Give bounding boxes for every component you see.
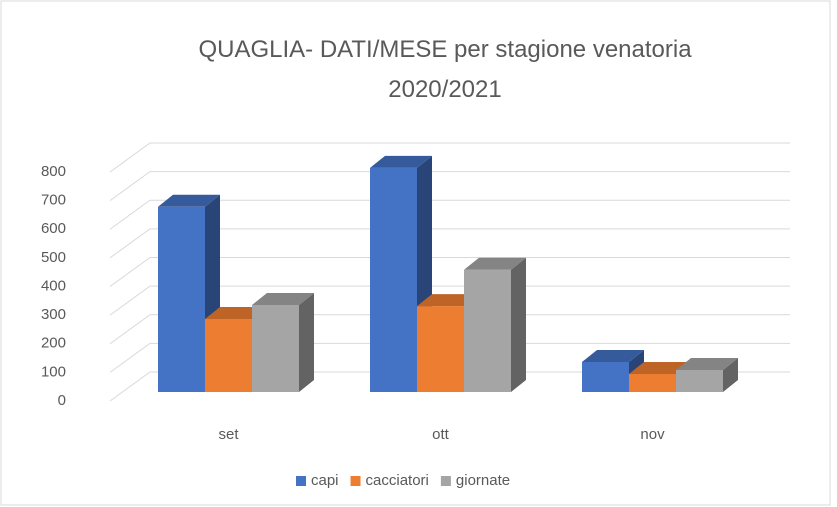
bar-top bbox=[464, 257, 526, 270]
chart-title: QUAGLIA- DATI/MESE per stagione venatori… bbox=[198, 36, 692, 103]
bar-top bbox=[370, 155, 432, 168]
grid-line bbox=[109, 142, 790, 173]
x-tick-label: nov bbox=[640, 426, 665, 443]
bar bbox=[158, 206, 205, 392]
grid-line bbox=[109, 285, 790, 316]
bar bbox=[205, 319, 252, 392]
bar bbox=[582, 361, 629, 392]
grid-line bbox=[109, 314, 790, 345]
y-tick-label: 300 bbox=[41, 306, 66, 323]
bar-top bbox=[252, 292, 314, 305]
legend-swatch bbox=[296, 476, 306, 486]
bar-top bbox=[676, 357, 738, 370]
x-tick-label: set bbox=[218, 426, 239, 443]
bar bbox=[370, 167, 417, 392]
legend-label: cacciatori bbox=[366, 472, 429, 489]
bar-side bbox=[299, 292, 314, 392]
y-tick-label: 500 bbox=[41, 249, 66, 266]
bar bbox=[629, 373, 676, 392]
bar bbox=[676, 369, 723, 392]
legend-swatch bbox=[440, 476, 451, 486]
y-tick-label: 400 bbox=[41, 277, 66, 294]
grid-line bbox=[109, 371, 790, 402]
legend-swatch bbox=[350, 476, 361, 486]
bar bbox=[252, 304, 299, 392]
bar-top bbox=[205, 307, 267, 320]
y-tick-label: 600 bbox=[41, 220, 66, 237]
bar-top bbox=[629, 361, 691, 374]
y-tick-label: 200 bbox=[41, 335, 66, 352]
y-tick-label: 800 bbox=[41, 163, 66, 180]
bar-side bbox=[511, 257, 526, 392]
legend-label: giornate bbox=[456, 472, 510, 489]
grid-line bbox=[109, 199, 790, 230]
bar-top bbox=[417, 294, 479, 307]
bar-side bbox=[723, 357, 738, 392]
x-tick-label: ott bbox=[432, 426, 450, 443]
bar bbox=[464, 269, 511, 392]
grid-line bbox=[109, 228, 790, 259]
y-tick-label: 700 bbox=[41, 192, 66, 209]
grid-line bbox=[109, 171, 790, 202]
y-tick-label: 0 bbox=[58, 392, 66, 409]
legend-label: capi bbox=[311, 472, 339, 489]
y-tick-label: 100 bbox=[41, 363, 66, 380]
grid-line bbox=[109, 342, 790, 373]
bar-top bbox=[158, 194, 220, 207]
bar bbox=[417, 306, 464, 392]
grid-line bbox=[109, 257, 790, 287]
bar-top bbox=[582, 349, 644, 362]
